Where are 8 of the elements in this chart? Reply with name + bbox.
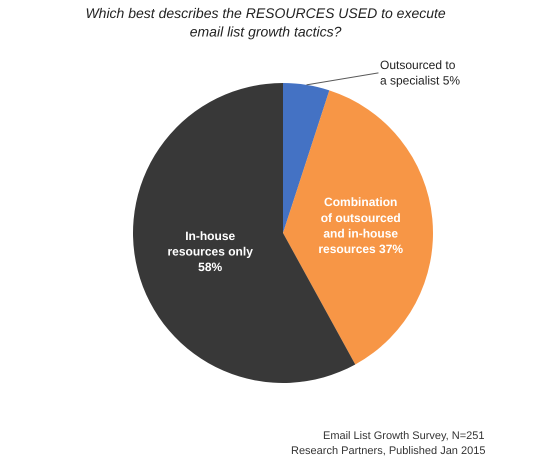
slice-label: Outsourced to a specialist 5% [380, 58, 460, 88]
chart-title: Which best describes the RESOURCES USED to execute email list growth tactics? [85, 5, 446, 40]
text: Research Partners, Published Jan 2015 [291, 445, 486, 457]
text: Email List Growth Survey, N=251 [323, 430, 484, 442]
slice-label: In-house resources only [168, 229, 254, 259]
pie-slice [283, 90, 433, 364]
slice-label: Combination of outsourced and in-house resources 37% [318, 195, 404, 256]
data-label: 58% [198, 260, 223, 274]
